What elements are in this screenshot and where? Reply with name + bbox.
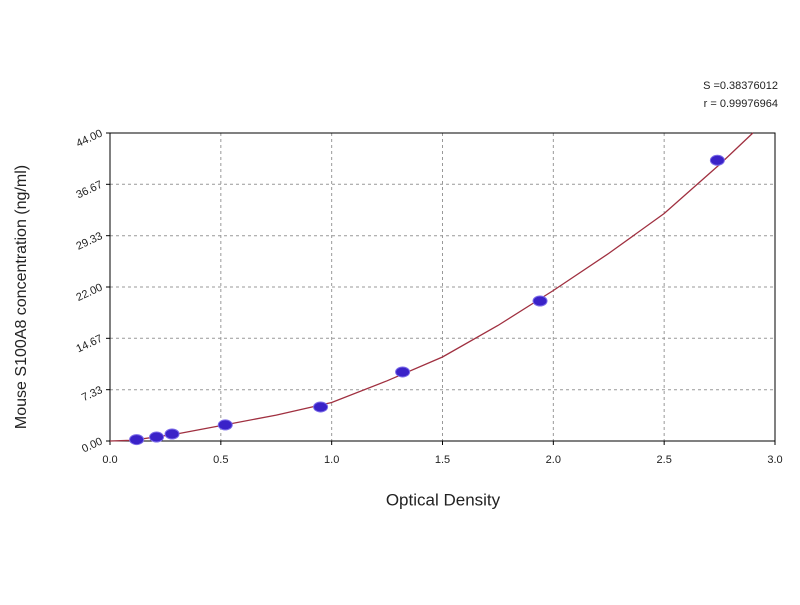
y-tick-label: 0.00 <box>80 435 104 455</box>
y-tick-label: 29.33 <box>74 230 104 253</box>
y-tick-label: 14.67 <box>74 333 104 356</box>
fit-annotation: S =0.38376012 <box>703 80 778 92</box>
data-point <box>532 295 548 307</box>
data-point <box>709 154 725 166</box>
fit-curve <box>109 132 754 442</box>
data-point <box>129 434 145 446</box>
fit-annotation: r = 0.99976964 <box>704 98 778 110</box>
x-tick-label: 1.5 <box>435 454 450 466</box>
y-axis-label: Mouse S100A8 concentration (ng/ml) <box>13 165 30 429</box>
y-tick-label: 36.67 <box>74 179 104 202</box>
data-point <box>395 366 411 378</box>
data-point <box>217 419 233 431</box>
x-tick-label: 1.0 <box>324 454 339 466</box>
x-tick-label: 0.0 <box>102 454 117 466</box>
x-tick-label: 2.0 <box>546 454 561 466</box>
data-point <box>149 431 165 443</box>
x-axis-label: Optical Density <box>386 490 501 509</box>
x-tick-label: 2.5 <box>657 454 672 466</box>
x-tick-label: 3.0 <box>767 454 782 466</box>
y-tick-label: 44.00 <box>74 127 104 150</box>
y-tick-label: 22.00 <box>74 281 104 304</box>
data-point <box>164 428 180 440</box>
x-tick-label: 0.5 <box>213 454 228 466</box>
data-point <box>313 401 329 413</box>
plot-frame <box>109 132 776 442</box>
y-tick-label: 7.33 <box>80 384 104 404</box>
